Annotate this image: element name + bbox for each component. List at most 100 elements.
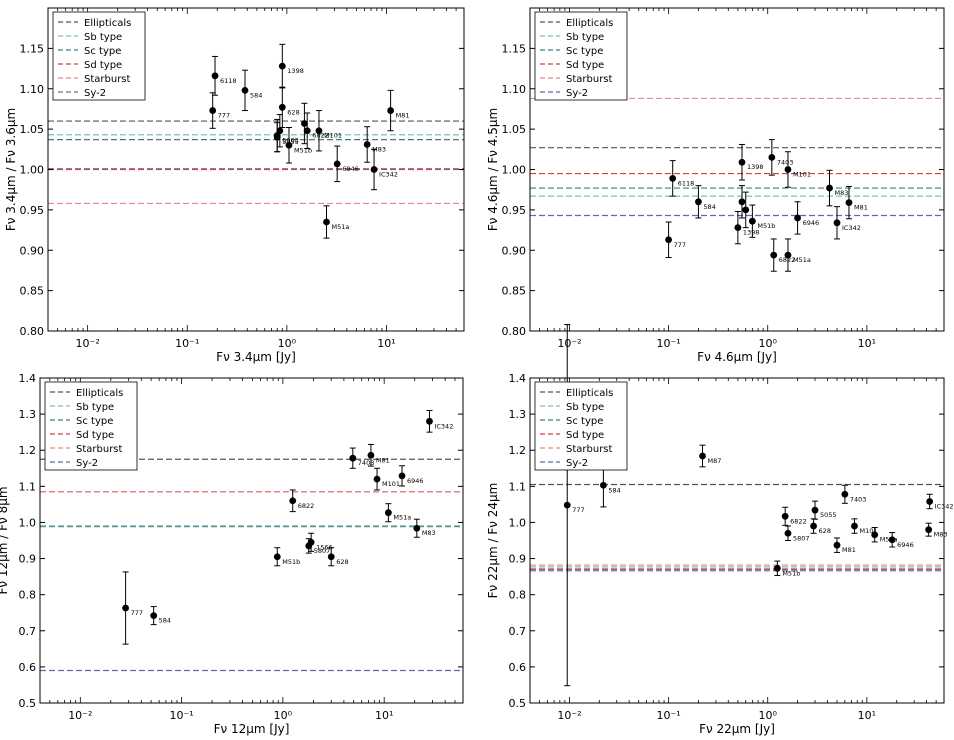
point-label: 5055 <box>820 511 837 519</box>
legend-label: Sy-2 <box>84 88 106 99</box>
y-tick-label: 1.2 <box>509 444 527 457</box>
y-tick-label: 0.80 <box>20 325 45 338</box>
x-tick-label: 10⁻¹ <box>656 709 680 722</box>
data-point <box>241 86 249 94</box>
legend-label: Sb type <box>84 32 122 43</box>
data-point <box>784 166 792 173</box>
y-tick-label: 0.9 <box>509 553 527 566</box>
x-axis-label: Fν 3.4μm [Jy] <box>216 350 296 364</box>
point-label: 6946 <box>803 219 820 227</box>
y-tick-label: 1.4 <box>19 372 37 385</box>
y-tick-label: 0.95 <box>502 204 527 217</box>
data-point <box>333 160 341 168</box>
point-label: M51b <box>782 569 800 577</box>
x-tick-label: 10⁰ <box>274 709 293 722</box>
y-tick-label: 0.80 <box>502 325 527 338</box>
point-label: 6946 <box>342 165 359 173</box>
x-axis-label: Fν 4.6μm [Jy] <box>697 350 777 364</box>
point-label: M87 <box>708 457 722 465</box>
x-tick-label: 10⁻¹ <box>175 337 199 350</box>
point-label: M51b <box>294 146 312 154</box>
data-point <box>925 526 933 534</box>
data-point <box>841 490 849 498</box>
point-label: M83 <box>422 529 436 537</box>
y-axis-label: Fν 4.6μm / Fν 4.5μm <box>486 108 500 231</box>
point-label: M81 <box>854 204 868 212</box>
point-label: M101 <box>859 527 877 535</box>
data-point <box>273 553 281 561</box>
data-point <box>315 127 323 135</box>
x-axis-label: Fν 22μm [Jy] <box>699 722 775 736</box>
y-tick-label: 0.90 <box>502 244 527 257</box>
data-point <box>413 524 421 532</box>
data-point <box>699 452 706 460</box>
legend-box <box>534 11 628 101</box>
legend-label: Starburst <box>566 444 613 455</box>
point-label: IC342 <box>935 503 954 511</box>
point-label: 1398 <box>747 163 764 171</box>
y-tick-label: 0.8 <box>19 589 37 602</box>
point-label: 628 <box>819 527 831 535</box>
y-tick-label: 1.4 <box>509 372 527 385</box>
x-tick-label: 10⁻² <box>76 337 100 350</box>
data-point <box>871 531 879 539</box>
x-tick-label: 10⁻¹ <box>656 337 680 350</box>
data-point <box>826 184 833 192</box>
y-tick-label: 0.5 <box>509 697 527 710</box>
point-label: M81 <box>396 112 410 120</box>
x-axis-label: Fν 12μm [Jy] <box>214 722 290 736</box>
legend-label: Sc type <box>566 416 603 427</box>
point-label: 5055 <box>282 138 299 146</box>
x-tick-label: 10⁻² <box>68 709 92 722</box>
point-label: 6822 <box>312 132 329 140</box>
point-label: M51a <box>393 514 411 522</box>
x-tick-label: 10⁻² <box>557 337 581 350</box>
data-point <box>370 166 378 173</box>
data-point <box>289 497 297 505</box>
data-point <box>276 127 284 135</box>
data-point <box>303 127 311 135</box>
data-point <box>384 509 392 517</box>
data-point <box>307 538 315 546</box>
y-tick-label: 1.1 <box>509 480 527 493</box>
data-point <box>363 141 371 148</box>
legend-label: Starburst <box>76 444 123 455</box>
point-label: 584 <box>703 203 715 211</box>
point-label: 5807 <box>793 534 810 542</box>
legend-label: Sc type <box>566 46 603 57</box>
y-tick-label: 0.6 <box>19 661 37 674</box>
data-point <box>768 153 776 161</box>
data-point <box>301 120 308 127</box>
point-label: M83 <box>934 531 948 539</box>
point-label: IC342 <box>434 422 453 430</box>
legend-box <box>534 381 628 471</box>
x-tick-label: 10⁻² <box>557 709 581 722</box>
x-tick-label: 10¹ <box>858 337 876 350</box>
panel-p4: 0.5 0.6 0.7 0.8 0.9 1.0 1.1 1.2 1.3 1.4 10⁻² 10⁻¹ 10… <box>486 324 954 736</box>
data-point <box>773 564 781 572</box>
y-tick-label: 1.00 <box>20 164 45 177</box>
y-tick-label: 1.05 <box>502 123 527 136</box>
x-tick-label: 10¹ <box>858 709 876 722</box>
data-point <box>387 107 395 114</box>
point-label: M83 <box>372 145 386 153</box>
point-label: 777 <box>218 112 230 120</box>
legend-label: Starburst <box>566 74 613 85</box>
data-point <box>888 536 896 544</box>
point-label: 6946 <box>407 477 424 485</box>
y-tick-label: 1.15 <box>20 42 45 55</box>
data-point <box>285 141 293 149</box>
y-tick-label: 1.10 <box>502 83 527 96</box>
y-tick-label: 0.95 <box>20 204 45 217</box>
y-axis-label: Fν 12μm / Fν 8μm <box>0 486 10 594</box>
data-point <box>669 174 677 182</box>
data-point <box>209 107 217 114</box>
x-tick-label: 10¹ <box>377 337 395 350</box>
point-label: 5807 <box>314 547 331 555</box>
y-tick-label: 0.5 <box>19 697 37 710</box>
point-label: 6822 <box>779 256 796 264</box>
x-tick-label: 10⁰ <box>759 709 778 722</box>
legend: Ellipticals Sb type Sc type Sd type Starburs… <box>52 11 146 101</box>
panel-p1: 0.80 0.85 0.90 0.95 1.00 1.05 1.10 1.15 10⁻² 10⁻¹… <box>4 7 465 364</box>
